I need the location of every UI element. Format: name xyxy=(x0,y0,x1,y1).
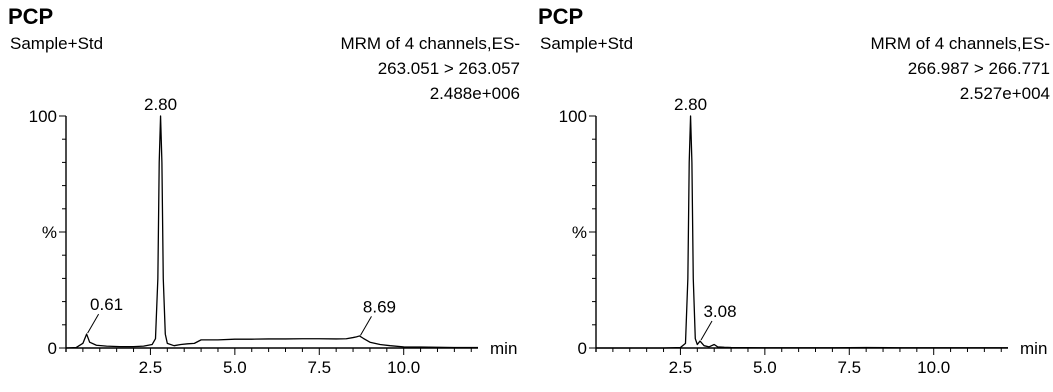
sample-label: Sample+Std xyxy=(10,34,104,53)
peak-label: 2.80 xyxy=(144,95,177,114)
y-tick-label: 0 xyxy=(578,339,587,358)
intensity-label: 2.488e+006 xyxy=(429,84,520,103)
chromatogram-trace xyxy=(65,115,478,349)
mrm-transition-label: 266.987 > 266.771 xyxy=(907,59,1050,78)
peak-leader-line xyxy=(700,320,713,341)
y-tick-label: 100 xyxy=(29,107,57,126)
y-tick-label: % xyxy=(42,223,57,242)
mrm-transition-label: 263.051 > 263.057 xyxy=(377,59,520,78)
peak-label: 8.69 xyxy=(363,297,396,316)
peak-leader-line xyxy=(360,316,372,336)
compound-title: PCP xyxy=(538,4,584,29)
chromatogram-plot-2: 100% 0 2.5 5.0 7.5 10.0 min 2.80 3.08 xyxy=(559,95,1048,377)
peak-leader-line xyxy=(87,313,100,334)
peak-label: 3.08 xyxy=(703,302,736,321)
peak-label: 2.80 xyxy=(674,95,707,114)
y-tick-label: % xyxy=(572,223,587,242)
chromatogram-panel-2: PCP Sample+Std MRM of 4 channels,ES- 266… xyxy=(530,0,1050,392)
x-unit-label: min xyxy=(1020,339,1047,358)
intensity-label: 2.527e+004 xyxy=(959,84,1050,103)
peak-label: 0.61 xyxy=(90,295,123,314)
x-tick-label: 7.5 xyxy=(837,358,861,377)
x-tick-label: 5.0 xyxy=(223,358,247,377)
compound-title: PCP xyxy=(8,4,54,29)
scan-function-label: MRM of 4 channels,ES- xyxy=(340,34,520,53)
x-tick-label: 10.0 xyxy=(387,358,420,377)
x-tick-label: 7.5 xyxy=(307,358,331,377)
chromatogram-panel-1: PCP Sample+Std MRM of 4 channels,ES- 263… xyxy=(0,0,520,392)
scan-function-label: MRM of 4 channels,ES- xyxy=(870,34,1050,53)
chromatogram-trace xyxy=(596,115,1008,349)
y-tick-label: 0 xyxy=(48,339,57,358)
chromatogram-plot-1: 100% 0 2.5 5.0 7.5 10.0 min 0.61 2.80 8.69 xyxy=(29,95,518,377)
sample-label: Sample+Std xyxy=(540,34,634,53)
x-tick-label: 10.0 xyxy=(917,358,950,377)
x-tick-label: 2.5 xyxy=(669,358,693,377)
x-unit-label: min xyxy=(490,339,517,358)
x-tick-label: 5.0 xyxy=(753,358,777,377)
x-tick-label: 2.5 xyxy=(139,358,163,377)
y-tick-label: 100 xyxy=(559,107,587,126)
